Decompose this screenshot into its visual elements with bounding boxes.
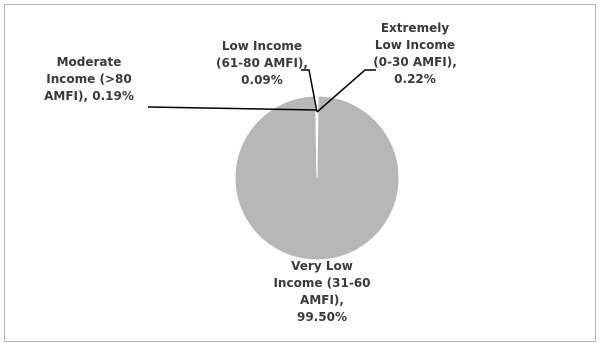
slice-label-line: Extremely [381, 21, 449, 35]
slice-label-line: 99.50% [297, 310, 347, 324]
slice-label-line: (61-80 AMFI), [216, 56, 308, 70]
pie-chart: Extremely Low Income (0-30 AMFI), 0.22% Very… [5, 5, 597, 343]
slice-label-line: 0.09% [241, 73, 283, 87]
slice-label-line: Moderate [57, 55, 122, 69]
slice-label-line: Very Low [291, 259, 353, 273]
slice-label-1: Very Low Income (31-60 AMFI), 99.50% [273, 259, 370, 324]
slice-label-line: AMFI), [300, 293, 344, 307]
chart-frame: Extremely Low Income (0-30 AMFI), 0.22% Very… [4, 4, 596, 342]
slice-label-line: Low Income [375, 38, 455, 52]
slice-label-line: 0.22% [394, 72, 436, 86]
slice-label-2: Moderate Income (>80 AMFI), 0.19% [44, 55, 134, 103]
slice-label-0: Extremely Low Income (0-30 AMFI), 0.22% [373, 21, 457, 86]
slice-label-line: (0-30 AMFI), [373, 55, 457, 69]
slice-label-line: Low Income [222, 39, 302, 53]
slice-label-line: AMFI), 0.19% [44, 89, 134, 103]
slice-label-3: Low Income (61-80 AMFI), 0.09% [216, 39, 308, 87]
slice-label-line: Income (31-60 [273, 276, 370, 290]
slice-label-line: Income (>80 [46, 72, 131, 86]
